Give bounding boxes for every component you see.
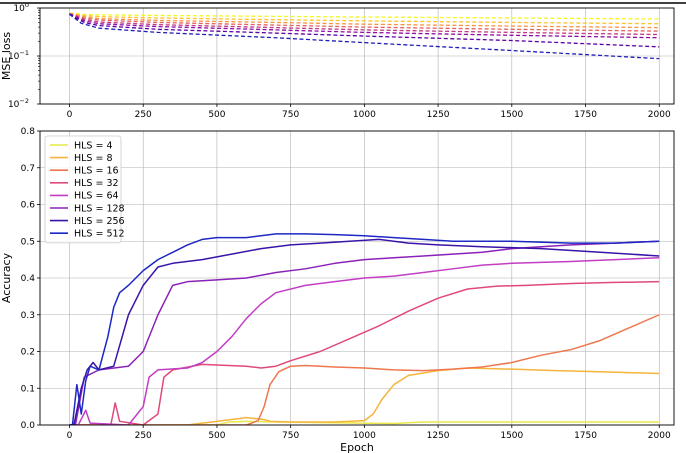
y-tick-label: 0.2: [21, 348, 35, 358]
y-tick-label: 0.0: [21, 421, 36, 431]
accuracy-panel: 0 250 500 750 1000 1250 1500 1750 2000 0.0 0.1 0.2 0…: [0, 127, 675, 453]
series-line: [69, 13, 660, 48]
x-tick-label: 1500: [500, 110, 523, 120]
x-tick-label: 1250: [427, 431, 450, 441]
x-tick-label: 1000: [353, 110, 376, 120]
y-tick-label: 0.4: [21, 274, 36, 284]
series-line: [69, 13, 660, 60]
y-axis-label: MSE loss: [0, 32, 13, 80]
x-tick-label: 2000: [648, 431, 671, 441]
x-tick-label: 1250: [427, 110, 450, 120]
series-group: [69, 233, 660, 425]
x-tick-label: 750: [282, 110, 299, 120]
series-line: [69, 257, 660, 425]
x-tick-label: 1000: [353, 431, 376, 441]
legend-label: HLS = 4: [74, 140, 113, 151]
x-tick-label: 0: [67, 431, 73, 441]
y-axis-label: Accuracy: [0, 252, 13, 303]
x-tick-label: 500: [208, 431, 225, 441]
y-tick-label: 0.5: [21, 237, 35, 247]
legend-label: HLS = 512: [74, 229, 125, 240]
legend-label: HLS = 32: [74, 178, 119, 189]
y-tick-label: 0.8: [21, 127, 36, 137]
legend-label: HLS = 64: [74, 191, 119, 202]
series-line: [69, 13, 660, 32]
x-tick-label: 250: [135, 431, 152, 441]
series-line: [69, 238, 660, 425]
y-tick-label: 0.3: [21, 311, 35, 321]
loss-panel: 0 250 500 750 1000 1250 1500 1750 200010−210−110…: [0, 1, 675, 120]
series-line: [69, 12, 660, 25]
x-tick-label: 2000: [648, 110, 671, 120]
series-line: [69, 12, 660, 29]
legend-label: HLS = 8: [74, 153, 113, 164]
x-tick-label: 1750: [574, 110, 597, 120]
series-line: [69, 367, 660, 425]
x-tick-label: 1500: [500, 431, 523, 441]
legend-label: HLS = 16: [74, 166, 119, 177]
series-line: [69, 240, 660, 425]
y-tick-label: 0.1: [21, 384, 35, 394]
series-line: [69, 233, 660, 425]
x-tick-label: 750: [282, 431, 299, 441]
series-line: [69, 13, 660, 36]
legend-label: HLS = 256: [74, 216, 125, 227]
series-group: [69, 12, 660, 60]
series-line: [69, 280, 660, 425]
axes-frame: [39, 130, 675, 426]
x-axis-label: Epoch: [340, 441, 374, 453]
x-tick-label: 1750: [574, 431, 597, 441]
legend-label: HLS = 128: [74, 203, 125, 214]
axes-frame: [39, 7, 675, 105]
x-tick-label: 500: [208, 110, 225, 120]
y-tick-exponent: 0: [25, 1, 29, 9]
x-tick-label: 250: [135, 110, 152, 120]
series-line: [69, 13, 660, 39]
x-tick-label: 0: [67, 110, 73, 120]
legend-box: [44, 135, 122, 244]
series-line: [69, 314, 660, 425]
y-tick-exponent: −2: [19, 97, 29, 105]
y-tick-label: 0.6: [21, 201, 36, 211]
y-tick-exponent: −1: [19, 49, 29, 57]
series-line: [69, 12, 660, 20]
y-tick-label: 0.7: [21, 164, 35, 174]
